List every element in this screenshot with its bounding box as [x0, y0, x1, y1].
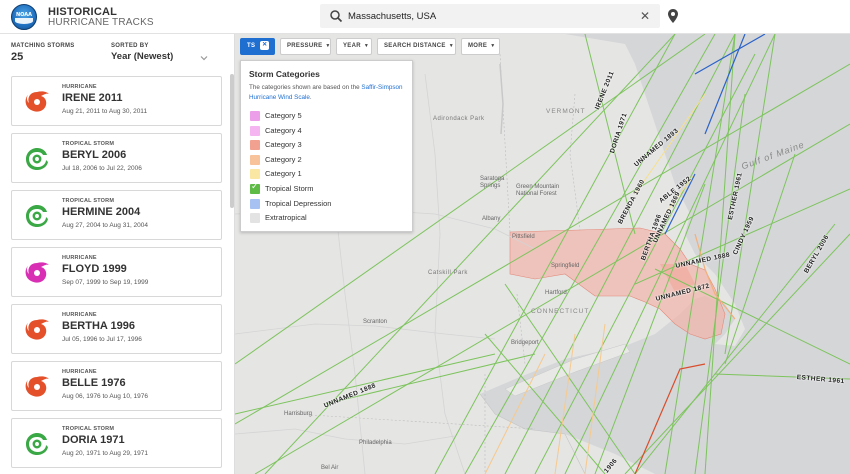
category-label: Category 4: [265, 125, 302, 135]
matching-storms-label: MATCHING STORMS: [11, 43, 75, 49]
storm-card[interactable]: HURRICANE BELLE 1976 Aug 06, 1976 to Aug…: [11, 361, 222, 411]
storm-type: HURRICANE: [62, 84, 97, 90]
storm-type: TROPICAL STORM: [62, 426, 115, 432]
saffir-simpson-link[interactable]: Saffir-Simpson Hurricane Wind Scale: [249, 84, 403, 101]
category-label: Category 5: [265, 111, 302, 120]
storm-dates: Aug 27, 2004 to Aug 31, 2004: [62, 222, 149, 229]
hurricane-icon: [25, 319, 49, 340]
sort-select[interactable]: Year (Newest): [111, 51, 174, 62]
storm-card[interactable]: TROPICAL STORM BERYL 2006 Jul 18, 2006 t…: [11, 133, 222, 183]
map-label-connecticut: CONNECTICUT: [531, 308, 590, 315]
year-filter-button[interactable]: YEAR ▼: [336, 38, 372, 55]
top-header: NOAA HISTORICAL HURRICANE TRACKS ✕: [0, 0, 850, 34]
storm-dates: Aug 21, 2011 to Aug 30, 2011: [62, 108, 148, 115]
category-label: Category 1: [265, 169, 302, 179]
storm-dates: Aug 20, 1971 to Aug 29, 1971: [62, 450, 149, 457]
storm-name: DORIA 1971: [62, 434, 125, 446]
storm-type: HURRICANE: [62, 255, 97, 261]
app-title: HISTORICAL: [48, 6, 118, 18]
storm-name: BERYL 2006: [62, 149, 127, 161]
category-checkbox[interactable]: [250, 213, 260, 224]
map-label-bel-air: Bel Air: [321, 465, 339, 471]
storm-name: HERMINE 2004: [62, 206, 141, 218]
storm-name: BELLE 1976: [62, 377, 126, 389]
map-label-springfield: Springfield: [551, 263, 580, 269]
map-label-harrisburg: Harrisburg: [284, 411, 313, 417]
storm-dates: Jul 05, 1996 to Jul 17, 1996: [62, 336, 142, 343]
hurricane-icon: [25, 376, 49, 397]
storm-card[interactable]: TROPICAL STORM DORIA 1971 Aug 20, 1971 t…: [11, 418, 222, 468]
hurricane-icon: [25, 262, 49, 283]
map-label-scranton: Scranton: [363, 319, 388, 325]
category-label: Category 2: [265, 154, 302, 164]
remove-filter-icon[interactable]: ✕: [260, 41, 270, 50]
map-view[interactable]: VERMONT Adirondack Park Green Mountain N…: [235, 34, 850, 474]
chevron-down-icon[interactable]: [200, 54, 208, 62]
storm-card[interactable]: HURRICANE FLOYD 1999 Sep 07, 1999 to Sep…: [11, 247, 222, 297]
map-label-bridgeport: Bridgeport: [511, 340, 539, 346]
ts-filter-chip[interactable]: TS ✕: [240, 38, 275, 55]
location-search-bar: ✕: [320, 4, 660, 28]
map-label-albany: Albany: [482, 216, 501, 222]
storm-card[interactable]: HURRICANE IRENE 2011 Aug 21, 2011 to Aug…: [11, 76, 222, 126]
storm-type: HURRICANE: [62, 369, 97, 375]
app-subtitle: HURRICANE TRACKS: [48, 17, 154, 28]
tropical-storm-icon: [26, 205, 48, 227]
category-checkbox[interactable]: [250, 198, 260, 209]
map-label-philadelphia: Philadelphia: [359, 440, 392, 446]
map-label-vermont: VERMONT: [546, 108, 586, 115]
storm-name: IRENE 2011: [62, 92, 123, 104]
panel-description: The categories shown are based on the Sa…: [249, 84, 403, 101]
search-distance-filter-button[interactable]: SEARCH DISTANCE ▼: [377, 38, 456, 55]
storm-name: BERTHA 1996: [62, 320, 135, 332]
noaa-logo[interactable]: NOAA: [11, 4, 37, 30]
search-input[interactable]: [348, 7, 628, 25]
category-checkbox[interactable]: [250, 111, 260, 121]
map-label-saratoga: Saratoga Springs: [480, 176, 505, 189]
category-label: Tropical Storm: [265, 184, 314, 193]
more-filters-button[interactable]: MORE ▼: [461, 38, 500, 55]
map-label-pittsfield: Pittsfield: [512, 234, 535, 240]
category-label: Category 3: [265, 140, 302, 150]
search-icon: [330, 10, 343, 23]
category-checkbox[interactable]: [250, 169, 260, 180]
storm-categories-panel: Storm Categories The categories shown ar…: [240, 60, 413, 232]
category-checkbox[interactable]: [250, 140, 260, 151]
map-label-green-mountain: Green Mountain National Forest: [516, 184, 560, 197]
storm-card[interactable]: HURRICANE BERTHA 1996 Jul 05, 1996 to Ju…: [11, 304, 222, 354]
storm-name: FLOYD 1999: [62, 263, 127, 275]
category-label: Tropical Depression: [265, 198, 332, 208]
pressure-filter-button[interactable]: PRESSURE ▼: [280, 38, 331, 55]
storm-dates: Jul 18, 2006 to Jul 22, 2006: [62, 165, 142, 172]
matching-storms-count: 25: [11, 51, 24, 63]
storm-type: TROPICAL STORM: [62, 198, 115, 204]
storm-dates: Sep 07, 1999 to Sep 19, 1999: [62, 279, 149, 286]
tropical-storm-icon: [26, 433, 48, 455]
storm-list-sidebar: MATCHING STORMS 25 SORTED BY Year (Newes…: [0, 34, 235, 474]
category-label: Extratropical: [265, 213, 307, 223]
storm-type: HURRICANE: [62, 312, 97, 318]
category-checkbox[interactable]: [250, 154, 260, 165]
map-canvas[interactable]: [235, 34, 850, 474]
tropical-storm-icon: [26, 148, 48, 170]
panel-title: Storm Categories: [249, 69, 320, 79]
category-checkbox[interactable]: [250, 125, 260, 136]
category-checkbox[interactable]: [250, 182, 260, 194]
sorted-by-label: SORTED BY: [111, 43, 149, 49]
location-pin-icon[interactable]: [666, 8, 680, 24]
storm-card[interactable]: TROPICAL STORM HERMINE 2004 Aug 27, 2004…: [11, 190, 222, 240]
clear-search-icon[interactable]: ✕: [640, 9, 651, 23]
storm-type: TROPICAL STORM: [62, 141, 115, 147]
storm-dates: Aug 06, 1976 to Aug 10, 1976: [62, 393, 149, 400]
map-label-adirondack: Adirondack Park: [433, 116, 485, 122]
hurricane-icon: [25, 91, 49, 112]
map-label-hartford: Hartford: [545, 290, 567, 296]
map-label-catskill: Catskill Park: [428, 270, 468, 276]
sidebar-scrollbar[interactable]: [230, 74, 234, 208]
